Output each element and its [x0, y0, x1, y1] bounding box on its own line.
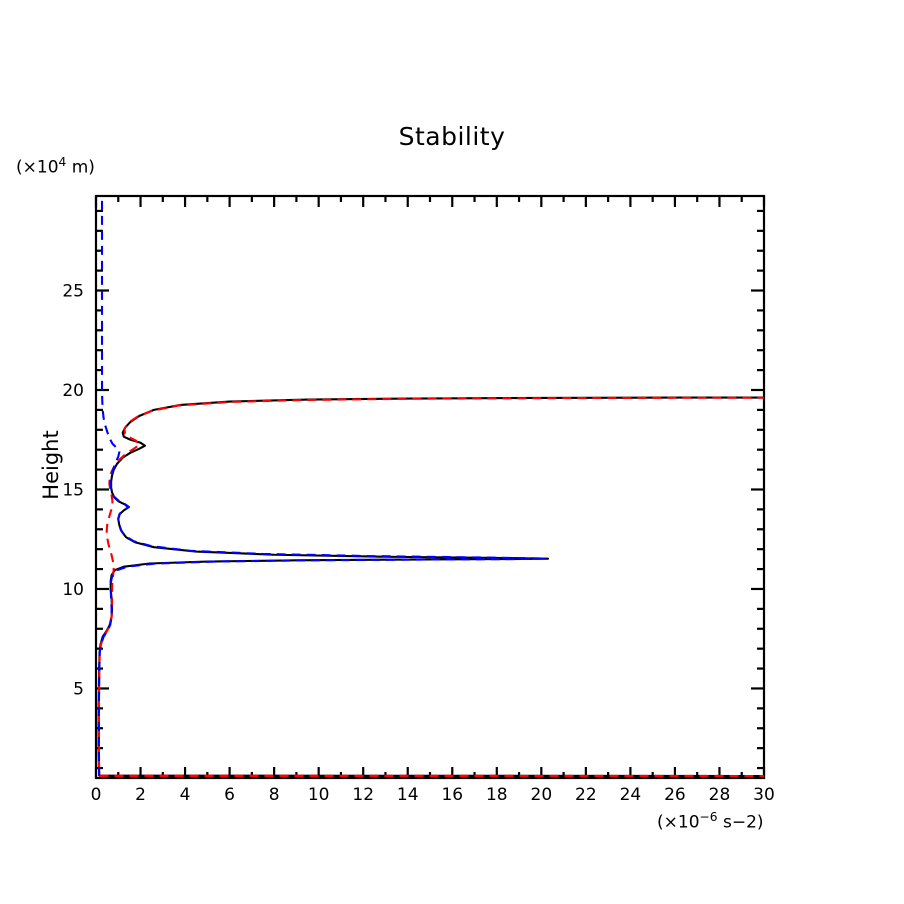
x-tick-label: 12 — [352, 785, 374, 805]
x-tick-label: 20 — [531, 785, 553, 805]
x-tick-label: 16 — [441, 785, 463, 805]
series-black-solid — [97, 396, 764, 778]
x-tick-label: 22 — [575, 785, 597, 805]
x-tick-label: 2 — [135, 785, 146, 805]
y-tick-label: 5 — [73, 679, 84, 699]
y-tick-label: 20 — [62, 381, 84, 401]
series-blue-dashed — [97, 196, 547, 777]
x-tick-label: 8 — [269, 785, 280, 805]
x-axis-unit-label: (×10−6 s−2) — [657, 810, 764, 833]
x-tick-label: 28 — [709, 785, 731, 805]
y-tick-label: 10 — [62, 580, 84, 600]
x-tick-label: 18 — [486, 785, 508, 805]
x-tick-label: 10 — [308, 785, 330, 805]
x-tick-label: 0 — [91, 785, 102, 805]
y-tick-label: 25 — [62, 282, 84, 302]
page-title: Stability — [398, 122, 506, 151]
series-red-dashed — [97, 396, 764, 778]
x-tick-label: 24 — [620, 785, 642, 805]
x-tick-label: 30 — [753, 785, 775, 805]
x-tick-label: 26 — [664, 785, 686, 805]
x-tick-label: 14 — [397, 785, 419, 805]
plot-frame — [94, 194, 766, 780]
x-tick-label: 4 — [180, 785, 191, 805]
series-group — [97, 196, 764, 778]
x-tick-label: 6 — [224, 785, 235, 805]
y-axis-unit-label: (×104 m) — [16, 155, 95, 178]
y-tick-label: 15 — [62, 480, 84, 500]
